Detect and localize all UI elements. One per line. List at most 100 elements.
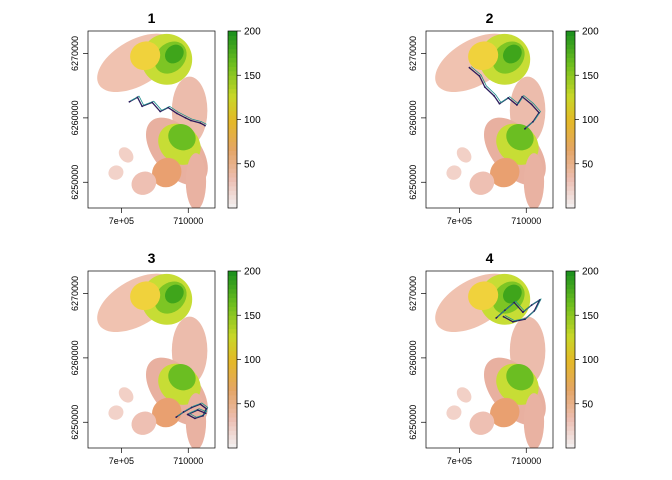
raster-cell-12 xyxy=(108,405,124,420)
colorbar-tick-label: 200 xyxy=(244,267,261,278)
colorbar-step xyxy=(228,390,237,396)
colorbar-step xyxy=(566,88,575,94)
track-point xyxy=(495,317,498,319)
track-point xyxy=(483,86,486,88)
colorbar-step xyxy=(566,421,575,427)
panel-title: 3 xyxy=(148,250,156,266)
colorbar-step xyxy=(228,159,237,165)
track-point xyxy=(159,110,162,113)
track-point xyxy=(196,409,199,411)
raster-cell-4 xyxy=(468,41,499,71)
track-point xyxy=(507,97,510,99)
raster-cell-11 xyxy=(118,147,134,163)
colorbar-step xyxy=(228,341,237,347)
colorbar-step xyxy=(566,399,575,405)
panel-title: 1 xyxy=(148,10,156,26)
raster-cell-8 xyxy=(168,124,196,151)
track-point xyxy=(167,106,170,109)
track-point xyxy=(175,416,178,419)
colorbar-step xyxy=(228,319,237,325)
colorbar-step xyxy=(566,199,575,205)
track-point xyxy=(151,101,154,104)
colorbar-step xyxy=(228,115,237,120)
colorbar-step xyxy=(228,372,237,378)
colorbar-step xyxy=(566,132,575,138)
colorbar-step xyxy=(228,403,237,409)
track-point xyxy=(204,412,207,415)
track-point xyxy=(186,413,189,416)
track-point xyxy=(141,105,144,108)
track-point xyxy=(199,122,202,124)
colorbar-step xyxy=(228,88,237,94)
colorbar-step xyxy=(228,150,237,156)
colorbar-step xyxy=(566,359,575,365)
raster-cell-10 xyxy=(131,171,157,195)
track-point xyxy=(503,309,506,312)
colorbar-step xyxy=(228,350,237,356)
colorbar-step xyxy=(566,390,575,396)
colorbar-step xyxy=(228,35,237,41)
colorbar-step xyxy=(228,399,237,405)
colorbar-step xyxy=(566,434,575,440)
colorbar-step xyxy=(566,350,575,356)
elevation-raster xyxy=(97,273,208,448)
colorbar-step xyxy=(228,434,237,440)
colorbar-step xyxy=(566,101,575,107)
raster-cell-10 xyxy=(131,411,157,435)
colorbar-step xyxy=(228,97,237,103)
colorbar-step xyxy=(566,403,575,409)
track-point xyxy=(493,95,496,97)
colorbar-step xyxy=(228,119,237,125)
panel-title: 2 xyxy=(486,10,494,26)
raster-cell-3 xyxy=(164,44,184,64)
colorbar-step xyxy=(566,194,575,200)
colorbar-step xyxy=(228,48,237,54)
y-tick-label: 6270000 xyxy=(70,276,80,311)
y-tick-label: 6250000 xyxy=(70,165,80,200)
track-point xyxy=(478,75,481,77)
colorbar-step xyxy=(228,288,237,294)
raster-cell-8 xyxy=(506,364,534,391)
colorbar-step xyxy=(566,203,575,209)
colorbar-step xyxy=(228,346,237,352)
track-point xyxy=(190,119,192,122)
raster-cell-10 xyxy=(469,171,495,195)
colorbar-step xyxy=(228,203,237,209)
track-point xyxy=(128,100,131,103)
y-tick-label: 6260000 xyxy=(70,100,80,135)
colorbar-step xyxy=(228,168,237,174)
colorbar-step xyxy=(566,48,575,54)
colorbar-tick-label: 100 xyxy=(244,355,261,366)
colorbar-step xyxy=(566,284,575,290)
colorbar-step xyxy=(228,337,237,343)
colorbar-step xyxy=(228,146,237,151)
colorbar-tick-label: 150 xyxy=(582,311,599,322)
raster-cell-12 xyxy=(446,405,462,420)
colorbar-step xyxy=(566,293,575,299)
colorbar-step xyxy=(566,110,575,116)
colorbar-step xyxy=(566,319,575,325)
track-point xyxy=(511,320,514,323)
track-point xyxy=(524,127,526,130)
colorbar-step xyxy=(228,359,237,365)
colorbar-step xyxy=(228,61,237,67)
colorbar-tick-label: 50 xyxy=(582,399,594,410)
colorbar-step xyxy=(566,168,575,174)
raster-cell-11 xyxy=(456,147,472,163)
colorbar-step xyxy=(228,386,237,391)
raster-cell-3 xyxy=(502,44,522,64)
colorbar-step xyxy=(228,92,237,98)
track-point xyxy=(522,311,524,314)
y-tick-label: 6250000 xyxy=(70,405,80,440)
colorbar-tick-label: 100 xyxy=(582,115,599,126)
plot-frame xyxy=(425,30,554,209)
x-tick-label: 7e+05 xyxy=(447,216,472,226)
track-point xyxy=(182,411,185,413)
colorbar-step xyxy=(566,412,575,418)
colorbar-step xyxy=(228,306,237,312)
colorbar-step xyxy=(566,394,575,400)
colorbar-step xyxy=(566,306,575,312)
raster-cell-11 xyxy=(118,387,134,403)
colorbar-step xyxy=(566,337,575,343)
colorbar-step xyxy=(566,84,575,90)
